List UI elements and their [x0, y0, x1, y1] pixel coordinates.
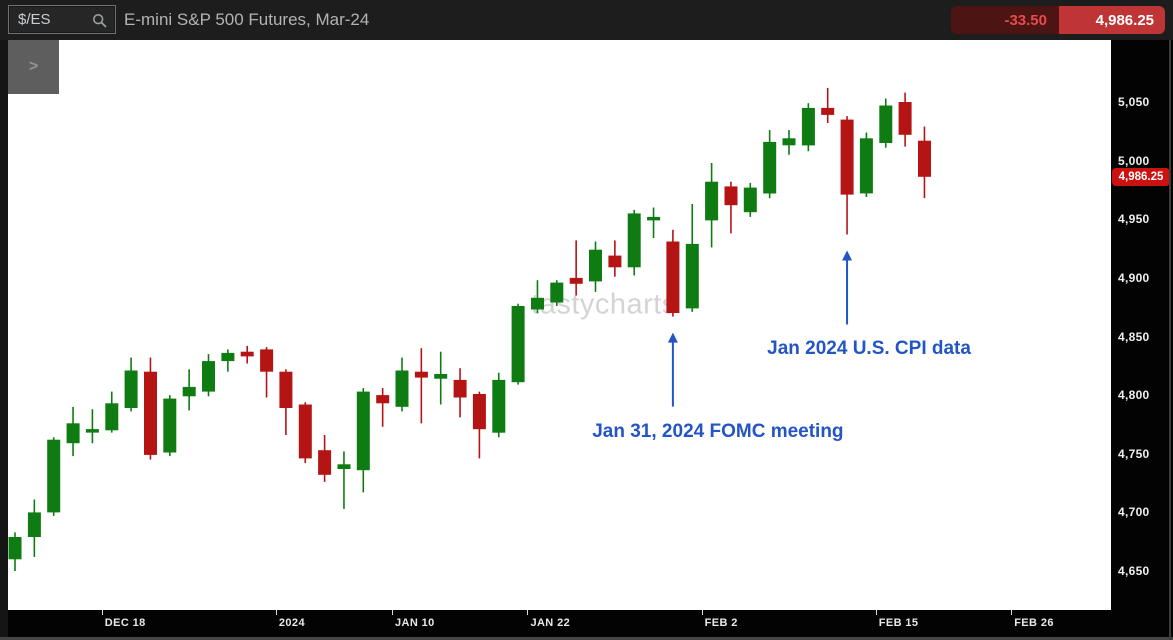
candle-body: [550, 282, 564, 303]
time-axis-label: DEC 18: [104, 617, 146, 629]
candle-body: [763, 141, 777, 194]
symbol-search-input[interactable]: $/ES: [8, 5, 116, 34]
candle-body: [492, 379, 506, 433]
price-axis-label: 5,050: [1118, 95, 1150, 109]
candle-body: [240, 351, 254, 357]
candle-body: [821, 107, 835, 115]
time-axis-label: JAN 22: [530, 617, 571, 629]
candle-body: [318, 450, 332, 475]
annotation-arrowhead-icon: [842, 250, 853, 261]
candle-body: [511, 306, 525, 383]
candle-body: [627, 213, 641, 268]
time-axis-label: FEB 2: [704, 617, 738, 629]
candle-body: [531, 297, 544, 310]
annotation-arrowhead-icon: [667, 332, 678, 343]
time-axis-label: JAN 10: [395, 617, 435, 629]
price-axis-label: 4,750: [1118, 446, 1150, 461]
time-axis-tick: [392, 610, 393, 615]
candle-body: [337, 464, 351, 469]
candle-body: [705, 181, 719, 221]
top-toolbar: $/ES E-mini S&P 500 Futures, Mar-24 -33.…: [0, 0, 1173, 40]
candlestick-canvas[interactable]: [8, 40, 1111, 610]
time-axis-label: 2024: [278, 617, 305, 629]
candle-body: [163, 398, 177, 453]
time-axis-tick: [101, 610, 103, 615]
candle-body: [859, 138, 873, 194]
candle-body: [743, 187, 757, 213]
candle-body: [202, 361, 215, 392]
change-badge: -33.50: [951, 6, 1059, 34]
expand-toolbar-button[interactable]: >: [8, 40, 59, 94]
candle-body: [279, 371, 293, 408]
candle-body: [85, 429, 99, 433]
time-axis-tick: [527, 610, 529, 615]
window-bottom-edge: [0, 637, 1173, 640]
chart-title: E-mini S&P 500 Futures, Mar-24: [124, 10, 370, 29]
time-axis-tick: [275, 610, 277, 615]
candle-body: [260, 349, 274, 372]
candle-body: [801, 107, 815, 146]
candle-body: [8, 537, 22, 560]
search-icon[interactable]: [92, 13, 108, 29]
chart-plot-area: tastycharts > Jan 31, 2024 FOMC meeting J…: [8, 40, 1111, 610]
candle-body: [47, 439, 61, 513]
candle-body: [395, 370, 409, 407]
time-axis-label: FEB 26: [1014, 617, 1054, 629]
candle-body: [124, 370, 138, 408]
candle-body: [66, 423, 80, 444]
candle-body: [898, 102, 912, 135]
time-axis[interactable]: DEC 18 2024 JAN 10 JAN 22 FEB 2 FEB 15 FEB 26: [8, 610, 1173, 637]
annotation-label: Jan 2024 U.S. CPI data: [767, 338, 971, 360]
candle-body: [472, 394, 486, 430]
candle-body: [356, 391, 370, 471]
candle-body: [144, 371, 157, 455]
price-axis-label: 4,800: [1118, 388, 1150, 403]
price-axis-label: 4,650: [1118, 564, 1150, 578]
price-axis-label: 4,700: [1118, 505, 1150, 520]
candle-body: [647, 216, 661, 221]
candle-body: [608, 255, 622, 268]
candle-body: [589, 249, 602, 282]
time-axis-tick: [701, 610, 703, 615]
candle-body: [879, 105, 893, 143]
candle-body: [782, 138, 796, 146]
candle-body: [434, 374, 448, 379]
candle-body: [414, 371, 428, 378]
time-axis-tick: [875, 610, 877, 615]
candle-body: [724, 186, 738, 206]
price-axis-label: 4,950: [1118, 212, 1150, 227]
quote-badges: -33.50 4,986.25: [951, 6, 1165, 34]
candle-body: [569, 277, 583, 284]
price-axis-label: 4,850: [1118, 329, 1150, 344]
window-right-edge: [1169, 40, 1171, 640]
time-axis-label: FEB 15: [878, 617, 919, 629]
last-price-axis-badge: 4,986.25: [1112, 167, 1170, 186]
price-axis-label: 4,900: [1118, 270, 1150, 285]
candle-body: [105, 403, 119, 431]
candle-body: [27, 512, 41, 537]
price-axis-label: 5,000: [1118, 153, 1150, 168]
last-price-badge: 4,986.25: [1059, 6, 1165, 34]
candle-body: [918, 140, 931, 177]
candle-body: [221, 352, 235, 362]
time-axis-tick: [1011, 610, 1013, 615]
symbol-text: $/ES: [18, 11, 51, 28]
candle-body: [376, 395, 390, 404]
candle-body: [182, 386, 196, 397]
candle-body: [453, 379, 467, 398]
price-axis[interactable]: 5,050 5,000 4,950 4,900 4,850 4,800 4,750 4,700…: [1111, 40, 1173, 640]
annotation-label: Jan 31, 2024 FOMC meeting: [592, 420, 844, 442]
candle-body: [685, 243, 699, 309]
candle-body: [666, 241, 680, 313]
candle-body: [840, 119, 854, 195]
candle-body: [298, 404, 312, 459]
